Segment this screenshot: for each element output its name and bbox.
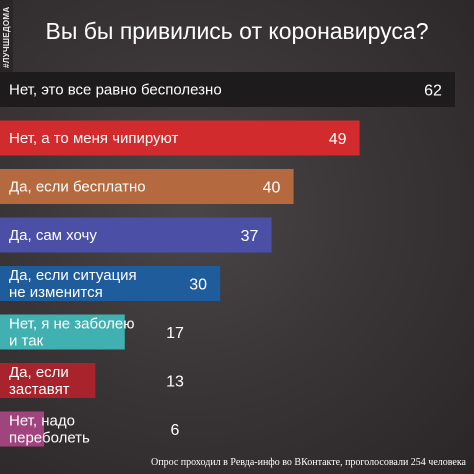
bar-value-2: 49 (329, 131, 347, 148)
bar-label-8: Нет, надо переболеть (9, 413, 90, 447)
bar-5 (0, 266, 221, 301)
bar-2 (0, 120, 360, 156)
bar-label-2: Нет, а то меня чипируют (9, 130, 178, 147)
chart-title: Вы бы привились от коронавируса? (45, 18, 429, 44)
bar-label-1: Нет, это все равно бесполезно (9, 82, 222, 99)
bar-value-7: 13 (166, 374, 184, 391)
bar-value-3: 40 (263, 180, 281, 197)
bar-4 (0, 217, 272, 253)
bar-3 (0, 169, 294, 204)
bar-1 (0, 72, 455, 107)
bar-label-7: Да, если заставят (9, 364, 70, 398)
bar-value-8: 6 (171, 422, 180, 439)
bar-value-6: 17 (166, 325, 184, 342)
bar-label-5: Да, если ситуация не изменится (9, 267, 137, 301)
bar-value-1: 62 (424, 83, 442, 100)
chart-footnote: Опрос проходил в Ревда-инфо во ВКонтакте… (151, 457, 466, 468)
bar-label-6: Нет, я не заболею и так (9, 316, 134, 350)
bar-value-5: 30 (189, 277, 207, 294)
bar-6 (0, 314, 125, 350)
bar-8 (0, 411, 45, 447)
bar-7 (0, 363, 96, 398)
bar-label-3: Да, если бесплатно (9, 179, 146, 196)
bar-label-4: Да, сам хочу (9, 227, 97, 244)
side-tag: #ЛУЧШЕДОМА (0, 0, 13, 72)
bar-value-4: 37 (241, 228, 259, 245)
